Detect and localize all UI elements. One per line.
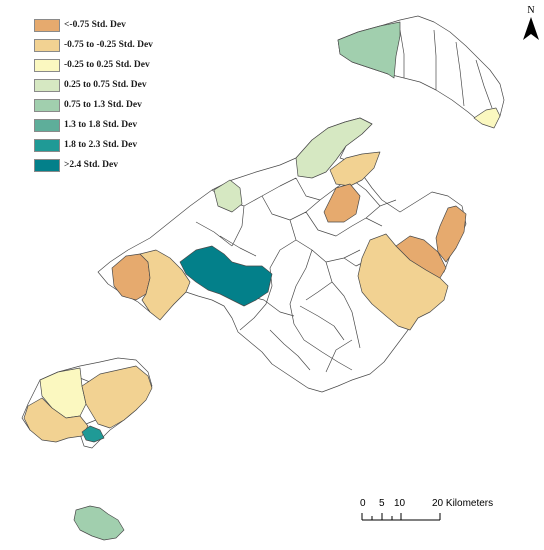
- legend-swatch: [34, 138, 60, 152]
- legend-swatch: [34, 18, 60, 32]
- legend-swatch: [34, 158, 60, 172]
- legend-item: 1.3 to 1.8 Std. Dev: [34, 118, 137, 132]
- municipality-0p25-0p75-formentor: [295, 117, 373, 179]
- municipality-neg0p25-0p25-menorca: [473, 107, 501, 129]
- legend-label: 1.3 to 1.8 Std. Dev: [64, 120, 138, 130]
- municipality-lt-neg0p75-northeast: [435, 205, 467, 263]
- legend-label: -0.25 to 0.25 Std. Dev: [64, 60, 150, 70]
- legend-swatch: [34, 98, 60, 112]
- municipality-neg0p75-neg0p25-west: [139, 249, 191, 321]
- legend-label: -0.75 to -0.25 Std. Dev: [64, 40, 153, 50]
- municipality-1p8-2p3: [179, 245, 273, 307]
- legend-label: 0.75 to 1.3 Std. Dev: [64, 100, 142, 110]
- legend-item: <-0.75 Std. Dev: [34, 18, 126, 32]
- scale-tick-label: 0: [360, 498, 366, 509]
- legend-swatch: [34, 78, 60, 92]
- legend-item: 0.25 to 0.75 Std. Dev: [34, 78, 147, 92]
- north-arrow-icon: [523, 17, 539, 40]
- legend-swatch: [34, 118, 60, 132]
- municipality-0p75-1p3-formentera: [73, 505, 125, 541]
- municipality-lt-neg0p75-north: [323, 183, 361, 223]
- north-arrow: N: [521, 5, 541, 45]
- legend-label: 1.8 to 2.3 Std. Dev: [64, 140, 138, 150]
- scale-bar: 0 5 10 20 Kilometers: [352, 498, 502, 522]
- legend-label: 0.25 to 0.75 Std. Dev: [64, 80, 147, 90]
- legend-item: 1.8 to 2.3 Std. Dev: [34, 138, 137, 152]
- municipality-0p75-1p3-menorca: [337, 21, 401, 79]
- legend-item: >2.4 Std. Dev: [34, 158, 118, 172]
- legend-label: <-0.75 Std. Dev: [64, 20, 126, 30]
- north-letter: N: [527, 5, 535, 16]
- legend-label: >2.4 Std. Dev: [64, 160, 118, 170]
- municipality-neg0p75-neg0p25-north: [329, 151, 381, 187]
- municipality-1p8-2p3-ibiza: [81, 425, 105, 443]
- municipality-lt-neg0p75-east: [395, 235, 447, 279]
- legend-item: 0.75 to 1.3 Std. Dev: [34, 98, 142, 112]
- municipality-neg0p75-neg0p25-ibiza-south: [23, 397, 89, 443]
- menorca-municipality-boundaries: [399, 29, 493, 109]
- legend-swatch: [34, 58, 60, 72]
- legend-item: -0.25 to 0.25 Std. Dev: [34, 58, 150, 72]
- mallorca-municipality-boundaries: [195, 177, 397, 373]
- scale-bar-graphic: [361, 513, 441, 521]
- scale-tick-label: 20 Kilometers: [432, 498, 494, 509]
- municipality-neg0p25-0p25-ibiza: [39, 367, 87, 419]
- legend-item: -0.75 to -0.25 Std. Dev: [34, 38, 153, 52]
- municipality-0p25-0p75-northwest: [213, 179, 243, 213]
- legend-swatch: [34, 38, 60, 52]
- municipality-neg0p75-neg0p25-ibiza-north: [81, 365, 153, 429]
- scale-tick-label: 10: [394, 498, 406, 509]
- scale-tick-label: 5: [379, 498, 385, 509]
